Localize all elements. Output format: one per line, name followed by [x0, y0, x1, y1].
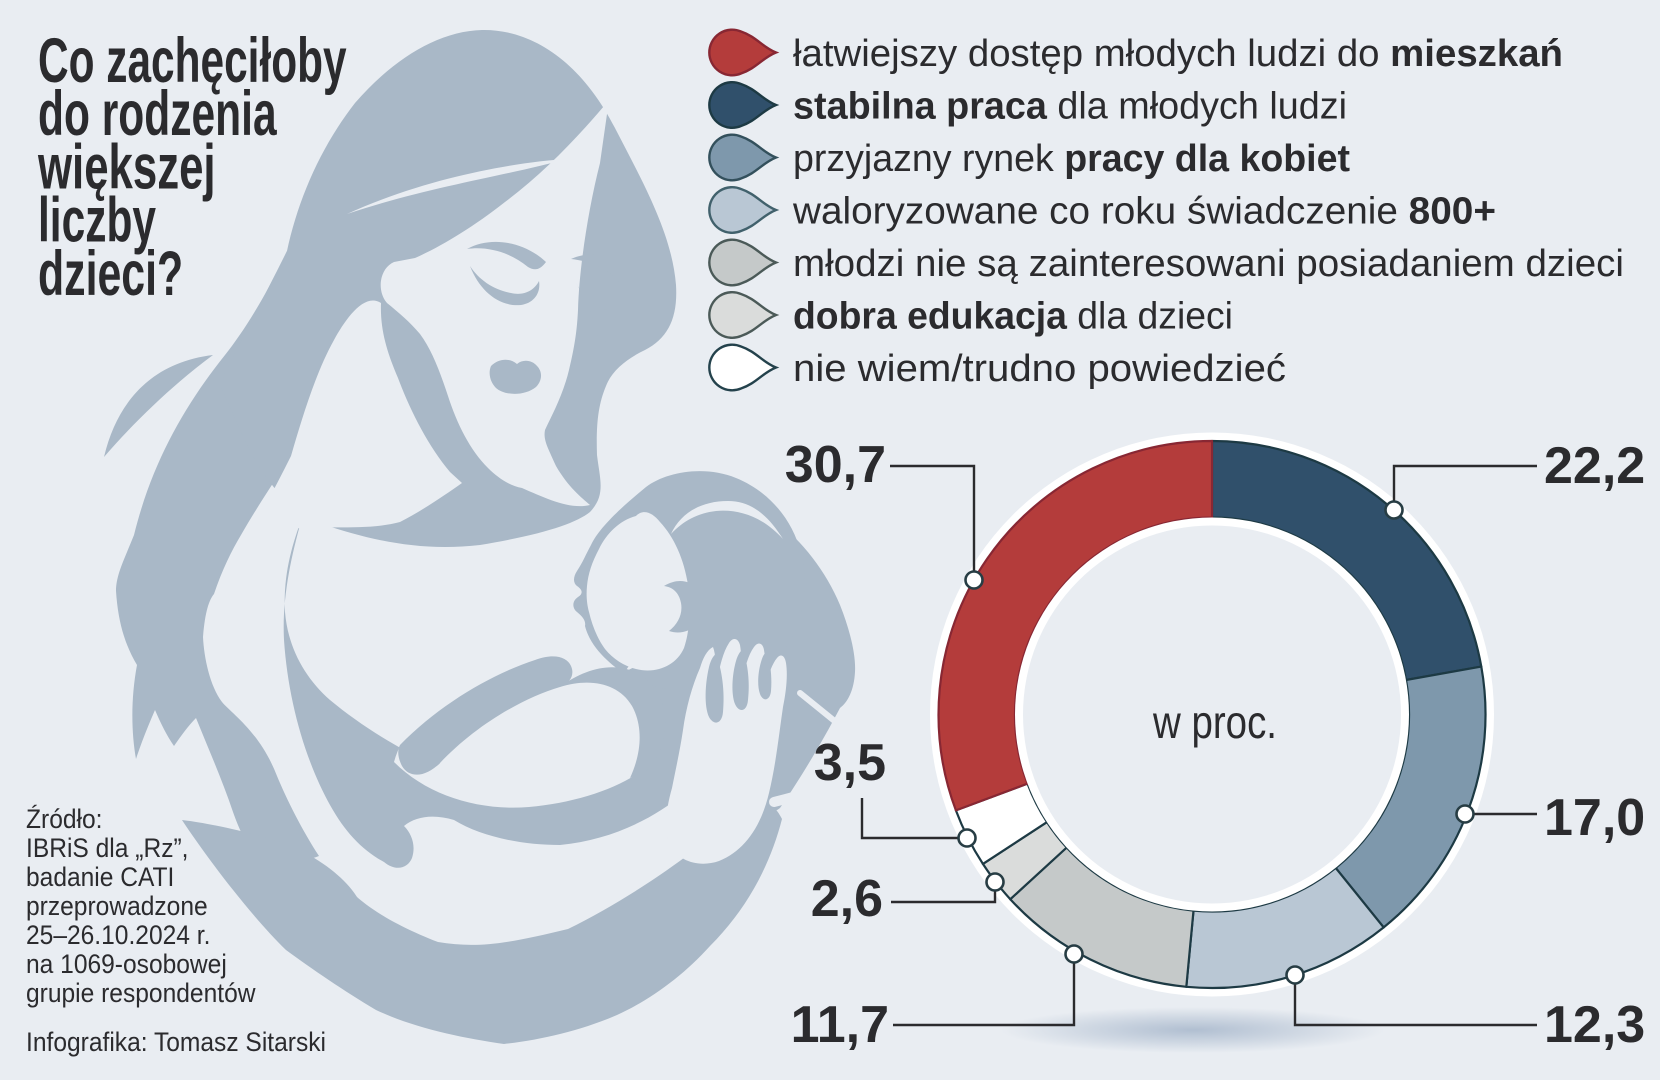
svg-text:dla dzieci: dla dzieci — [1067, 296, 1233, 338]
svg-text:dla młodych ludzi: dla młodych ludzi — [1047, 86, 1347, 128]
svg-text:22,2: 22,2 — [1544, 437, 1645, 495]
svg-text:badanie CATI: badanie CATI — [26, 862, 174, 892]
svg-text:Infografika: Tomasz Sitarski: Infografika: Tomasz Sitarski — [26, 1027, 326, 1057]
svg-text:waloryzowane co roku świadczen: waloryzowane co roku świadczenie — [792, 191, 1409, 233]
svg-text:mieszkań: mieszkań — [1390, 33, 1563, 75]
svg-text:3,5: 3,5 — [814, 734, 886, 792]
svg-text:25–26.10.2024 r.: 25–26.10.2024 r. — [26, 920, 210, 950]
svg-text:do rodzenia: do rodzenia — [38, 79, 277, 149]
svg-text:przeprowadzone: przeprowadzone — [26, 891, 208, 921]
svg-text:IBRiS dla „Rz”,: IBRiS dla „Rz”, — [26, 833, 189, 863]
svg-text:pracy dla kobiet: pracy dla kobiet — [1064, 138, 1350, 180]
svg-text:dzieci?: dzieci? — [38, 239, 183, 309]
svg-text:przyjazny rynek: przyjazny rynek — [793, 138, 1064, 180]
svg-text:na 1069-osobowej: na 1069-osobowej — [26, 949, 227, 979]
svg-text:Co zachęciłoby: Co zachęciłoby — [38, 26, 347, 96]
svg-text:30,7: 30,7 — [785, 436, 886, 494]
svg-text:11,7: 11,7 — [791, 996, 889, 1054]
svg-text:w proc.: w proc. — [1152, 696, 1277, 748]
svg-text:grupie respondentów: grupie respondentów — [26, 978, 256, 1008]
svg-text:17,0: 17,0 — [1544, 789, 1645, 847]
svg-text:800+: 800+ — [1409, 191, 1496, 233]
svg-text:większej: większej — [37, 132, 215, 202]
svg-text:2,6: 2,6 — [811, 870, 883, 928]
svg-text:liczby: liczby — [38, 186, 156, 256]
svg-text:stabilna praca: stabilna praca — [793, 86, 1048, 128]
svg-text:nie wiem/trudno powiedzieć: nie wiem/trudno powiedzieć — [793, 348, 1286, 390]
svg-text:Źródło:: Źródło: — [26, 804, 103, 834]
svg-text:dobra edukacja: dobra edukacja — [793, 296, 1068, 338]
svg-text:młodzi nie są zainteresowani p: młodzi nie są zainteresowani posiadaniem… — [793, 243, 1624, 285]
svg-text:łatwiejszy dostęp młodych ludz: łatwiejszy dostęp młodych ludzi do — [793, 33, 1390, 75]
svg-text:12,3: 12,3 — [1544, 996, 1645, 1054]
